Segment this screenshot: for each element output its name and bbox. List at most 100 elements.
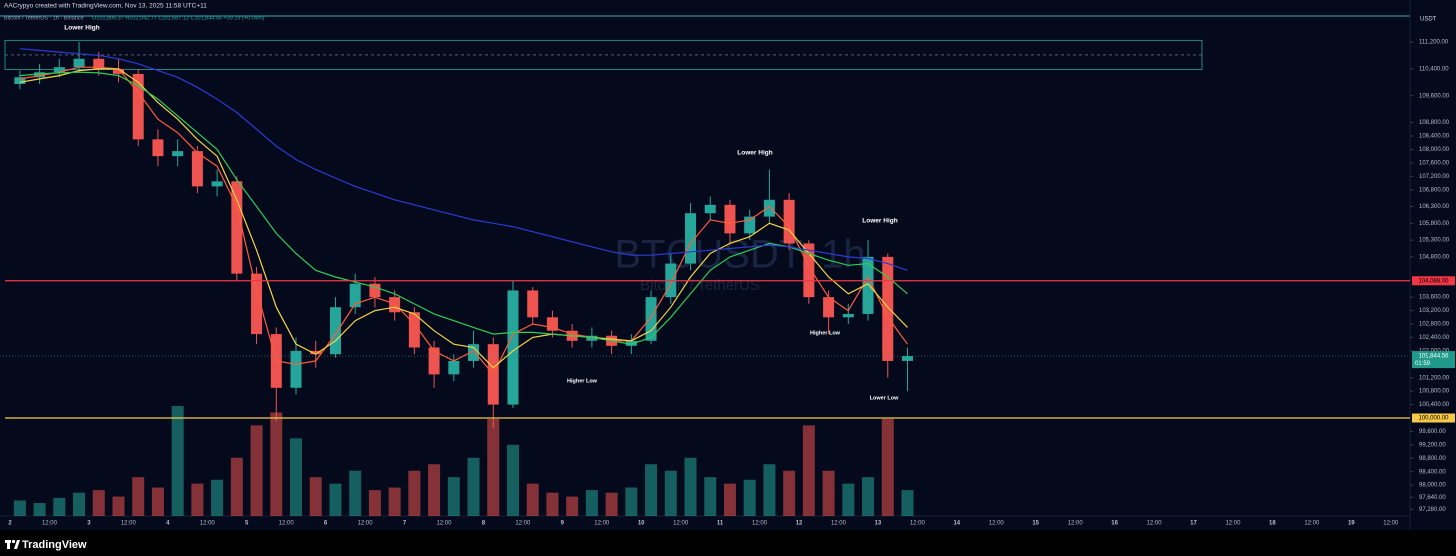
- volume-bar: [506, 444, 519, 516]
- x-tick-label: 3: [87, 521, 91, 527]
- brand-text: TradingView: [22, 539, 87, 551]
- x-tick-label: 6: [324, 521, 328, 527]
- volume-bar: [53, 497, 66, 516]
- y-tick-label: 103,200.00: [1419, 308, 1450, 314]
- currency-label: USDT: [1420, 17, 1437, 23]
- volume-bar: [171, 406, 184, 516]
- last-price-label: 101,844.56: [1418, 354, 1449, 360]
- candle-body: [191, 151, 203, 187]
- volume-bar: [822, 470, 835, 516]
- volume-bar: [664, 470, 677, 516]
- y-tick-label: 97,640.00: [1419, 495, 1446, 501]
- annotation: Lower Low: [870, 395, 899, 401]
- volume-bar: [349, 470, 362, 516]
- x-tick-label: 4: [166, 521, 170, 527]
- y-tick-label: 97,280.00: [1419, 507, 1446, 513]
- y-tick-label: 100,400.00: [1419, 402, 1450, 408]
- candle-body: [507, 290, 519, 405]
- candle-body: [783, 199, 795, 244]
- candle-body: [724, 204, 736, 234]
- volume-bar: [763, 464, 776, 516]
- candle-body: [231, 181, 243, 274]
- volume-bar: [211, 479, 224, 516]
- chart-background: [0, 0, 1456, 530]
- candle-body: [803, 243, 815, 298]
- candle-body: [73, 58, 85, 68]
- x-tick-label: 9: [561, 521, 565, 527]
- y-tick-label: 106,300.00: [1419, 204, 1450, 210]
- logo-dot: [11, 539, 16, 544]
- y-tick-label: 101,200.00: [1419, 375, 1450, 381]
- candle-body: [882, 256, 894, 361]
- volume-bar: [191, 483, 204, 516]
- candle-body: [112, 68, 124, 74]
- y-tick-label: 102,800.00: [1419, 322, 1450, 328]
- y-tick-label: 108,000.00: [1419, 147, 1450, 153]
- candle-body: [625, 340, 637, 346]
- candle-body: [823, 297, 835, 318]
- volume-bar: [33, 503, 46, 516]
- x-tick-label: 13: [875, 521, 882, 527]
- volume-bar: [881, 418, 894, 516]
- volume-bar: [546, 492, 559, 516]
- volume-bar: [802, 425, 815, 516]
- volume-bar: [487, 418, 500, 516]
- annotation: Lower High: [862, 218, 897, 225]
- candle-body: [901, 356, 913, 361]
- countdown-label: 01:59: [1415, 361, 1431, 367]
- volume-bar: [92, 490, 105, 516]
- x-tick-label: 15: [1032, 521, 1039, 527]
- credit-text: AACrypyo created with TradingView.com, N…: [4, 3, 207, 10]
- candle-body: [34, 72, 46, 78]
- x-tick-label: 12:00: [279, 521, 295, 527]
- x-tick-label: 17: [1190, 521, 1197, 527]
- x-tick-label: 12:00: [42, 521, 58, 527]
- candle-body: [53, 67, 65, 73]
- candle-body: [310, 350, 322, 355]
- level-label: 104,088.00: [1418, 278, 1449, 284]
- x-tick-label: 16: [1111, 521, 1118, 527]
- x-tick-label: 14: [953, 521, 960, 527]
- x-tick-label: 12:00: [1068, 521, 1084, 527]
- x-tick-label: 5: [245, 521, 249, 527]
- ohlc-text: O101,806.37 H102,042.77 L101,687.12 C101…: [92, 15, 265, 21]
- candle-body: [842, 313, 854, 318]
- volume-bar: [428, 464, 441, 516]
- candle-body: [251, 273, 263, 335]
- candle-body: [704, 204, 716, 214]
- volume-bar: [743, 479, 756, 516]
- moving-average-line: [19, 66, 908, 376]
- x-tick-label: 10: [638, 521, 645, 527]
- x-tick-label: 12:00: [436, 521, 452, 527]
- volume-bar: [250, 425, 263, 516]
- watermark-sub: Bitcoin / TetherUS: [640, 277, 760, 294]
- volume-bar: [132, 477, 145, 516]
- volume-bar: [270, 412, 283, 516]
- x-tick-label: 12:00: [1225, 521, 1241, 527]
- volume-bar: [230, 457, 243, 516]
- candle-body: [527, 290, 539, 318]
- volume-bar: [368, 490, 381, 516]
- candle-body: [172, 151, 184, 157]
- y-tick-label: 110,400.00: [1419, 66, 1449, 72]
- volume-bar: [901, 490, 914, 516]
- volume-bar: [151, 487, 164, 516]
- candle-body: [290, 350, 302, 388]
- y-tick-label: 99,200.00: [1419, 442, 1446, 448]
- candle-body: [685, 213, 697, 264]
- x-tick-label: 12:00: [831, 521, 847, 527]
- footer-bar: [0, 530, 1456, 556]
- x-tick-label: 12:00: [1304, 521, 1320, 527]
- volume-bar: [625, 487, 638, 516]
- brand-logo: [5, 539, 20, 549]
- volume-bar: [73, 492, 86, 516]
- y-tick-label: 108,400.00: [1419, 134, 1450, 140]
- x-tick-label: 12:00: [594, 521, 610, 527]
- x-tick-label: 12:00: [752, 521, 768, 527]
- candle-body: [586, 335, 598, 341]
- x-tick-label: 12: [796, 521, 803, 527]
- x-tick-label: 12:00: [121, 521, 137, 527]
- symbol-text: Bitcoin / TetherUS · 1h · Binance: [4, 15, 84, 21]
- x-tick-label: 11: [717, 521, 724, 527]
- y-tick-label: 108,800.00: [1419, 120, 1450, 126]
